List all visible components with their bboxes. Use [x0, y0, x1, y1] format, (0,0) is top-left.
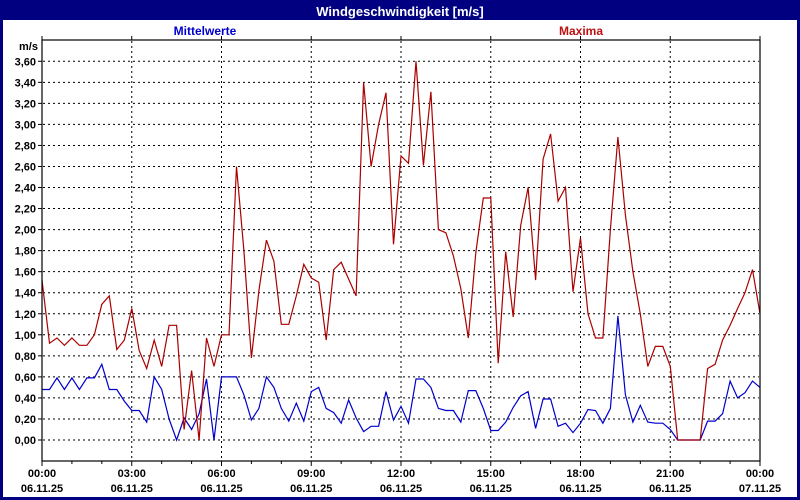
y-tick-label: 2,60	[15, 161, 36, 173]
x-tick-time-label: 12:00	[387, 468, 415, 480]
axis-labels: 0,00 0,20 0,40 0,60 0,80 1,00 1,20 1,40 1,60 1,80…	[15, 41, 782, 495]
y-tick-label: 0,60	[15, 372, 36, 384]
x-tick-time-label: 00:00	[746, 468, 774, 480]
x-tick-date-label: 06.11.25	[290, 483, 332, 495]
title-bar: Windgeschwindigkeit [m/s]	[3, 3, 797, 20]
data-series	[41, 61, 761, 442]
y-tick-label: 0,00	[15, 435, 36, 447]
y-tick-label: 3,60	[15, 56, 36, 68]
axis-ticks	[38, 36, 761, 466]
chart-title: Windgeschwindigkeit [m/s]	[316, 4, 484, 19]
x-tick-time-label: 18:00	[566, 468, 594, 480]
y-tick-label: 1,00	[15, 330, 36, 342]
x-tick-date-label: 06.11.25	[470, 483, 512, 495]
x-tick-time-label: 21:00	[656, 468, 684, 480]
x-tick-date-label: 06.11.25	[559, 483, 601, 495]
y-tick-label: 3,00	[15, 119, 36, 131]
x-tick-date-label: 06.11.25	[21, 483, 63, 495]
y-tick-label: 1,20	[15, 309, 36, 321]
legend-item-mittelwerte: Mittelwerte	[173, 24, 237, 38]
x-tick-date-label: 07.11.25	[739, 483, 781, 495]
y-tick-label: 3,20	[15, 98, 36, 110]
x-tick-time-label: 15:00	[477, 468, 505, 480]
grid-lines	[43, 41, 759, 460]
legend-item-maxima: Maxima	[558, 24, 604, 38]
plot-area-border	[41, 39, 761, 462]
x-tick-time-label: 03:00	[118, 468, 146, 480]
y-tick-label: 1,60	[15, 267, 36, 279]
x-tick-date-label: 06.11.25	[111, 483, 153, 495]
y-axis-unit-label: m/s	[19, 41, 38, 53]
y-tick-label: 1,40	[15, 288, 36, 300]
mittelwerte-line	[42, 315, 761, 442]
y-tick-label: 0,40	[15, 393, 36, 405]
x-tick-time-label: 09:00	[297, 468, 325, 480]
y-tick-label: 1,80	[15, 246, 36, 258]
x-tick-date-label: 06.11.25	[380, 483, 422, 495]
y-tick-label: 2,00	[15, 225, 36, 237]
x-tick-date-label: 06.11.25	[200, 483, 242, 495]
y-tick-label: 2,80	[15, 140, 36, 152]
x-tick-time-label: 00:00	[28, 468, 56, 480]
maxima-line	[41, 61, 761, 441]
wind-speed-chart: 0,00 0,20 0,40 0,60 0,80 1,00 1,20 1,40 1,60 1,80…	[15, 36, 782, 495]
x-tick-time-label: 06:00	[207, 468, 235, 480]
y-tick-label: 2,40	[15, 183, 36, 195]
x-tick-date-label: 06.11.25	[649, 483, 691, 495]
y-tick-label: 0,80	[15, 351, 36, 363]
y-tick-label: 2,20	[15, 204, 36, 216]
y-tick-label: 0,20	[15, 414, 36, 426]
y-tick-label: 3,40	[15, 77, 36, 89]
